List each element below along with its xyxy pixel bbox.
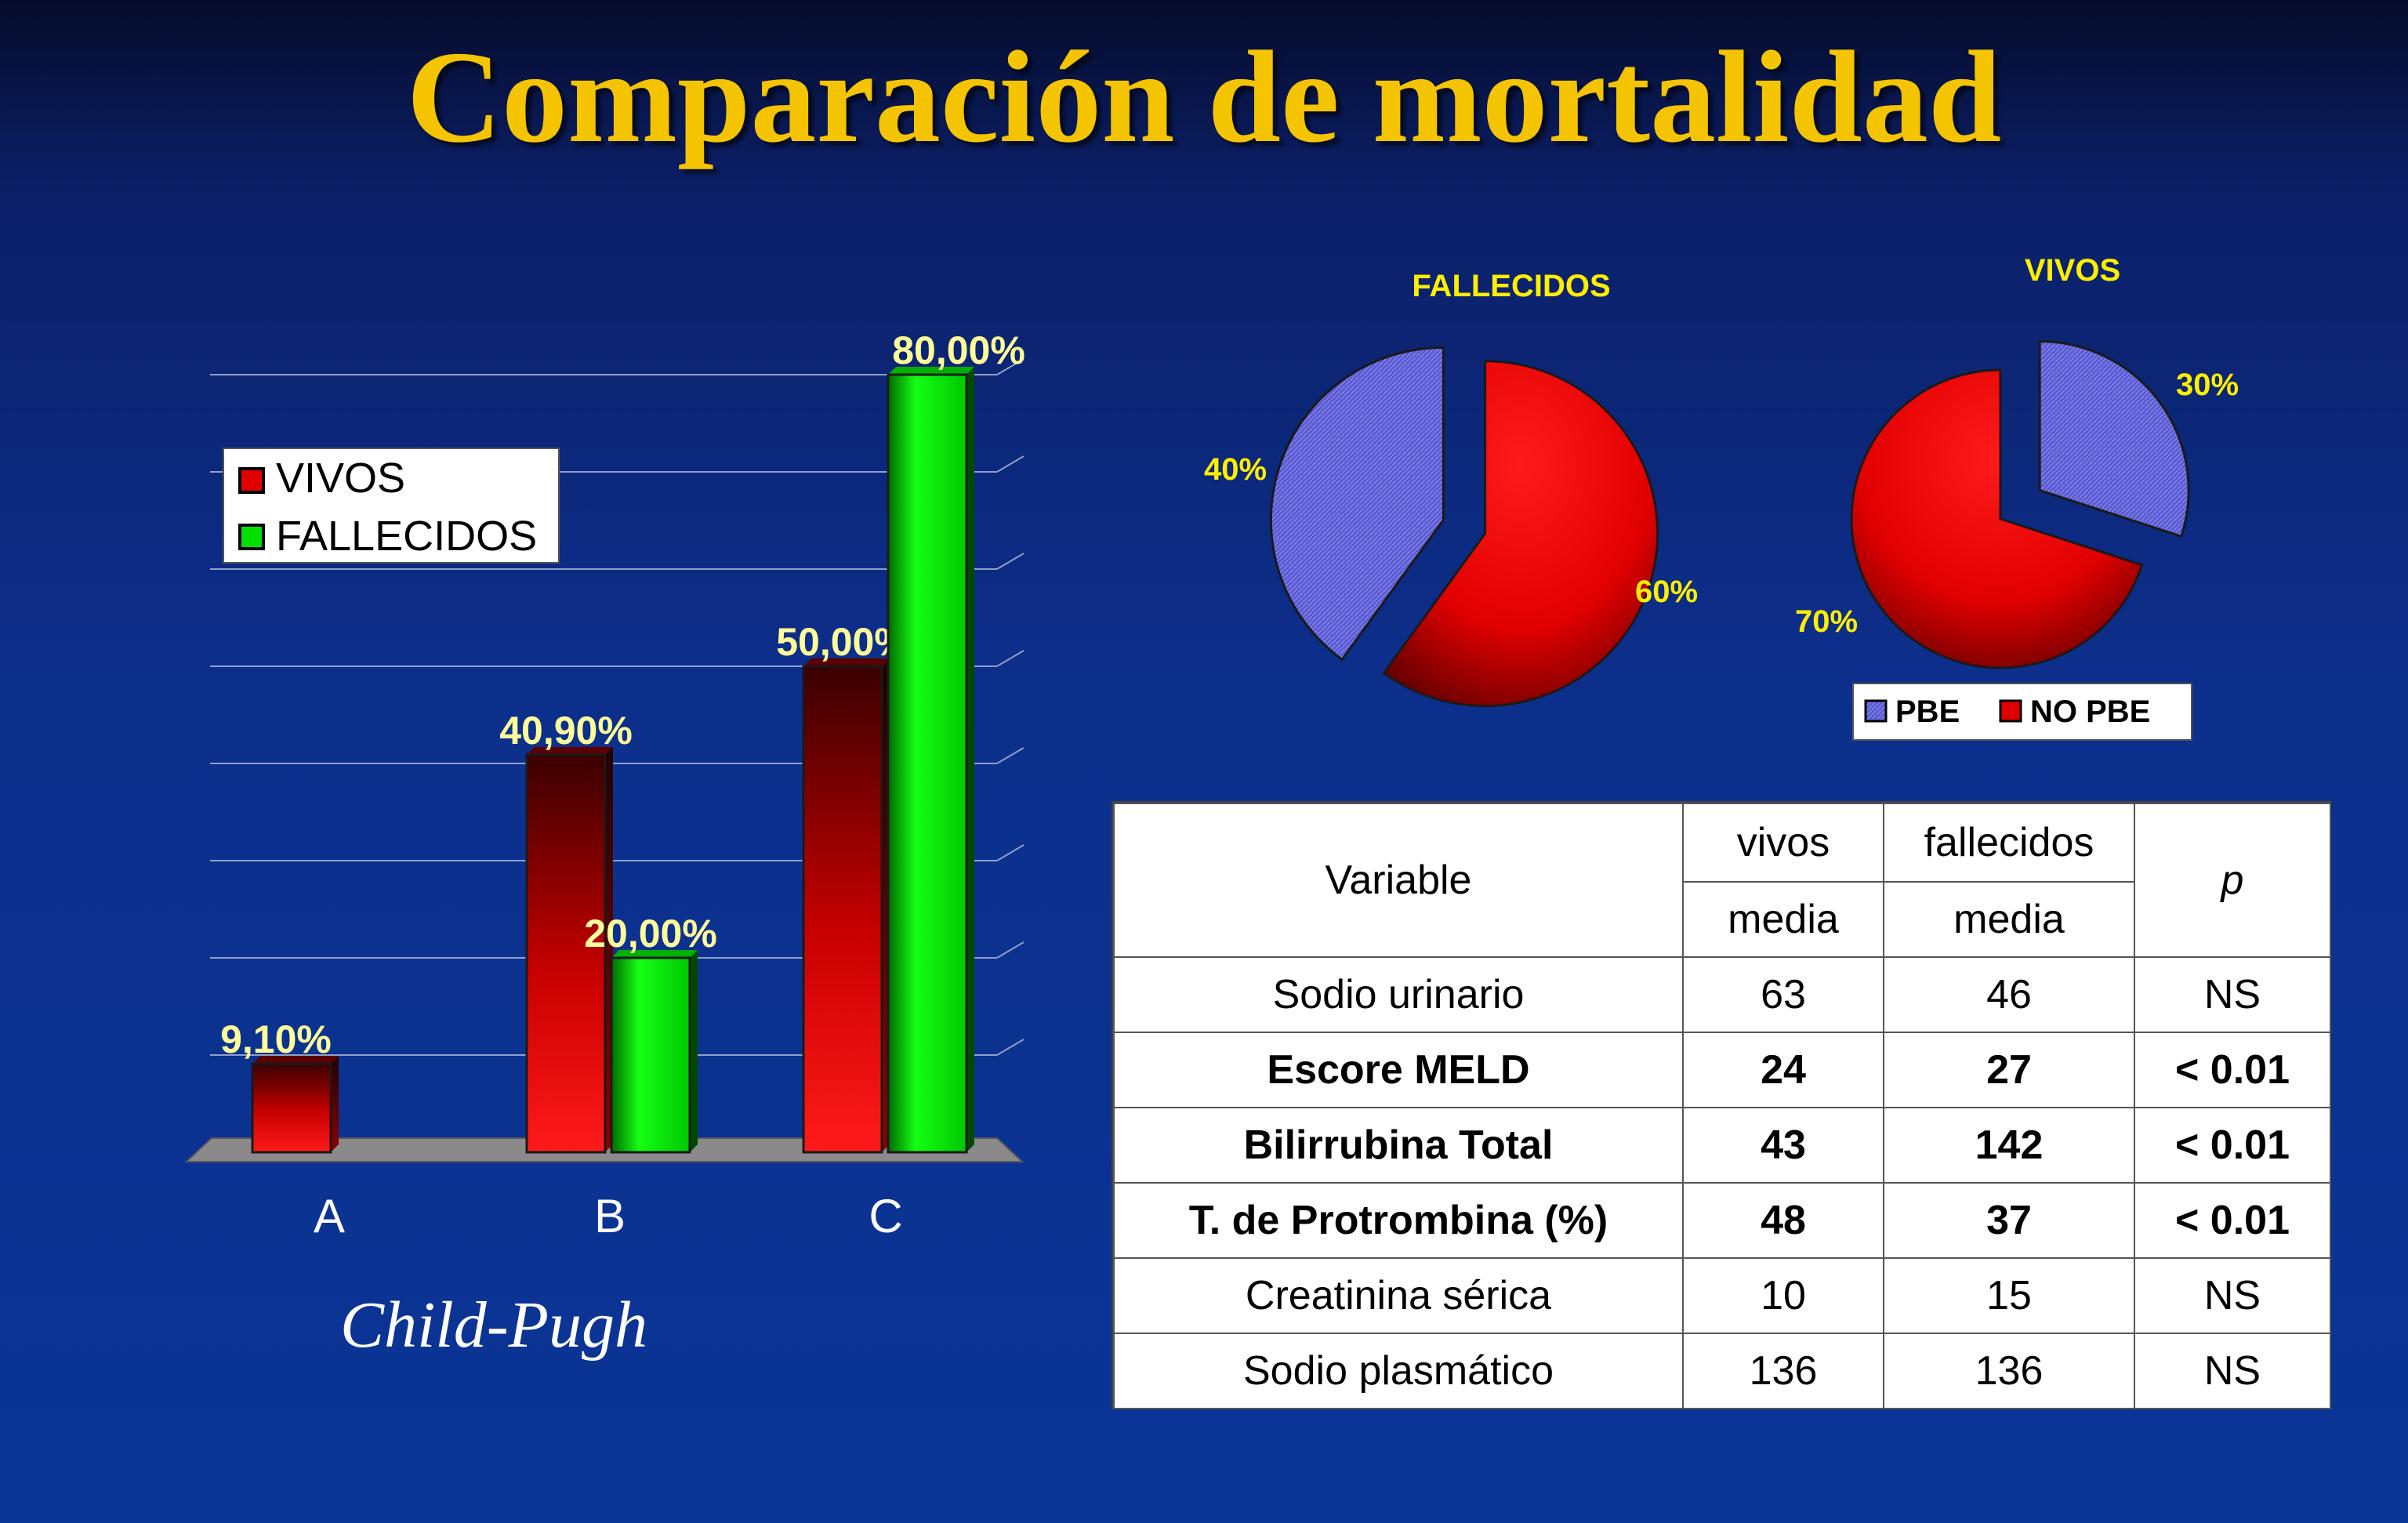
table-cell-variable: Escore MELD — [1113, 1032, 1684, 1108]
gridline-depth — [996, 1039, 1024, 1056]
table-row: Bilirrubina Total 43 142 < 0.01 — [1113, 1107, 2331, 1184]
gridline-depth — [996, 844, 1024, 861]
bar-legend: VIVOS FALLECIDOS — [223, 448, 560, 564]
table-cell-fallecidos: 15 — [1883, 1257, 2135, 1334]
pie-legend-label-pbe: PBE — [1895, 694, 1960, 729]
gridline-depth — [996, 553, 1024, 570]
table-cell-vivos: 10 — [1682, 1257, 1884, 1334]
legend-label-vivos: VIVOS — [276, 455, 405, 502]
table-subheader-fallecidos: media — [1883, 881, 2135, 958]
table-cell-fallecidos: 37 — [1883, 1182, 2135, 1259]
gridline-depth — [996, 941, 1024, 959]
x-tick-label: C — [869, 1190, 902, 1242]
table-header-vivos: vivos — [1682, 803, 1884, 883]
bar-top — [888, 367, 974, 375]
x-tick-label: B — [594, 1190, 626, 1242]
bar-vivos-a — [251, 1062, 332, 1154]
legend-swatch-vivos — [238, 467, 265, 494]
table-cell-variable: Sodio urinario — [1113, 956, 1684, 1033]
gridline-depth — [996, 455, 1024, 473]
table-cell-fallecidos: 142 — [1883, 1107, 2135, 1184]
table-cell-p: < 0.01 — [2134, 1182, 2331, 1259]
pie-slice-no-pbe — [1850, 368, 2144, 669]
table-cell-vivos: 136 — [1682, 1333, 1884, 1409]
table-cell-vivos: 24 — [1682, 1032, 1884, 1108]
bar-top — [252, 1056, 339, 1064]
table-cell-vivos: 43 — [1682, 1107, 1884, 1184]
table-cell-variable: Creatinina sérica — [1113, 1257, 1684, 1334]
table-cell-fallecidos: 27 — [1883, 1032, 2135, 1108]
table-header-fallecidos: fallecidos — [1883, 803, 2135, 883]
table-header-variable: Variable — [1113, 803, 1684, 958]
pie-slice-pbe — [1269, 346, 1445, 662]
bar-chart: 9,10%40,90%50,00%20,00%80,00%A B CChild-Pu… — [184, 328, 1025, 1362]
table-cell-vivos: 63 — [1682, 956, 1884, 1033]
pie-legend-swatch-no-pbe — [1999, 699, 2022, 723]
bar-vivos-b — [525, 753, 607, 1154]
bar-top — [803, 658, 890, 666]
pie-title: VIVOS — [2025, 253, 2120, 288]
table-row: Sodio plasmático 136 136 NS — [1113, 1333, 2331, 1409]
pie-slice-label: 60% — [1635, 575, 1698, 609]
legend-box — [223, 448, 560, 564]
table-cell-vivos: 48 — [1682, 1182, 1884, 1259]
legend-label-fallecidos: FALLECIDOS — [276, 513, 537, 560]
legend-swatch-fallecidos — [238, 524, 265, 550]
table-cell-p: < 0.01 — [2134, 1032, 2331, 1108]
pie-legend-swatch-pbe — [1864, 699, 1888, 723]
table-header-p: p — [2134, 803, 2331, 958]
bar-top — [611, 950, 698, 958]
bar-side — [331, 1056, 339, 1152]
pie-legend-label-no-pbe: NO PBE — [2030, 694, 2150, 729]
table-cell-variable: Sodio plasmático — [1113, 1333, 1684, 1409]
table-cell-p: < 0.01 — [2134, 1107, 2331, 1184]
table-row: Creatinina sérica 10 15 NS — [1113, 1257, 2331, 1334]
table-cell-p: NS — [2134, 1333, 2331, 1409]
x-axis-label: Child-Pugh — [340, 1289, 647, 1362]
bar-side — [690, 950, 698, 1152]
slide-title: Comparación de mortalidad — [406, 24, 2002, 170]
gridline-depth — [996, 650, 1024, 667]
pie-title: FALLECIDOS — [1412, 269, 1610, 303]
data-label: 40,90% — [499, 709, 633, 752]
pie-slice-label: 40% — [1204, 452, 1267, 487]
table-row: Sodio urinario 63 46 NS — [1113, 956, 2331, 1033]
table-cell-fallecidos: 46 — [1883, 956, 2135, 1033]
data-label: 9,10% — [220, 1017, 332, 1061]
table-cell-fallecidos: 136 — [1883, 1333, 2135, 1409]
bar-top — [527, 746, 613, 755]
pie-chart-fallecidos: FALLECIDOS 40% 60% — [1204, 269, 1698, 708]
gridline-depth — [996, 747, 1024, 764]
bar-fallecidos-c — [887, 373, 968, 1154]
pie-slice-label: 30% — [2176, 368, 2239, 402]
bar-side — [966, 367, 974, 1152]
data-label: 20,00% — [584, 912, 717, 956]
pie-slice-no-pbe — [1382, 360, 1659, 708]
data-label: 80,00% — [892, 328, 1025, 372]
table-cell-p: NS — [2134, 1257, 2331, 1334]
table-row: Escore MELD 24 27 < 0.01 — [1113, 1032, 2331, 1108]
table-cell-p: NS — [2134, 956, 2331, 1033]
pie-chart-vivos: VIVOS 30% 70% PBE NO PBE — [1795, 253, 2239, 741]
bar-vivos-c — [802, 665, 883, 1154]
pie-legend-box — [1852, 683, 2192, 741]
table-row: T. de Protrombina (%) 48 37 < 0.01 — [1113, 1182, 2331, 1259]
comparison-table-grid: Variable vivos fallecidos p media media … — [1113, 803, 2331, 1409]
bar-fallecidos-b — [610, 956, 691, 1154]
comparison-table: Variable vivos fallecidos p media media … — [1112, 801, 2331, 1409]
pie-legend: PBE NO PBE — [1852, 683, 2192, 741]
x-tick-label: A — [314, 1190, 345, 1242]
table-cell-variable: T. de Protrombina (%) — [1113, 1182, 1684, 1259]
pie-slice-pbe — [2038, 340, 2190, 538]
table-cell-variable: Bilirrubina Total — [1113, 1107, 1684, 1184]
pie-slice-label: 70% — [1795, 604, 1858, 639]
table-subheader-vivos: media — [1682, 881, 1884, 958]
gridline-depth — [996, 358, 1024, 375]
